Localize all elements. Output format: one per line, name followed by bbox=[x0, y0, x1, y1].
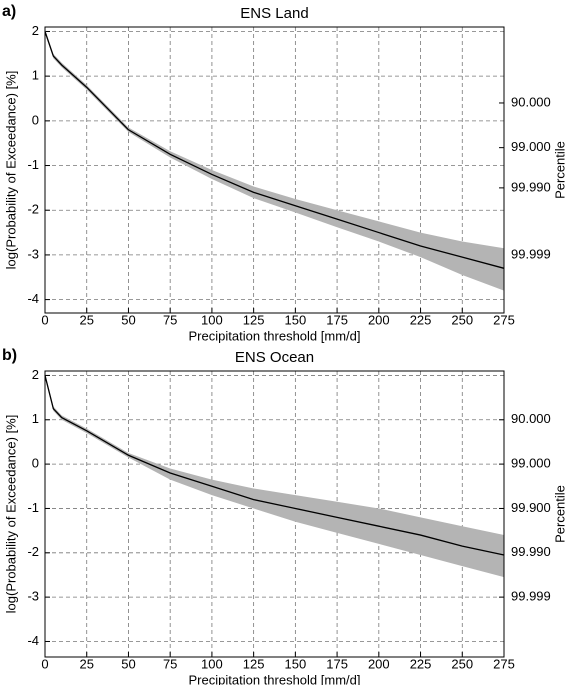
y-tick-label: -3 bbox=[27, 246, 39, 261]
x-tick-label: 75 bbox=[163, 312, 177, 327]
chart-title: ENS Ocean bbox=[235, 349, 314, 366]
uncertainty-band bbox=[45, 373, 504, 578]
y-tick-label: -3 bbox=[27, 589, 39, 604]
y-tick-label: -4 bbox=[27, 291, 39, 306]
x-axis-label: Precipitation threshold [mm/d] bbox=[189, 328, 361, 343]
x-tick-label: 0 bbox=[41, 312, 48, 327]
y2-tick-label: 99.000 bbox=[511, 456, 551, 471]
y2-tick-label: 99.990 bbox=[511, 179, 551, 194]
y-tick-label: 0 bbox=[32, 112, 39, 127]
plot-frame bbox=[44, 26, 505, 314]
x-tick-label: 250 bbox=[451, 312, 473, 327]
x-tick-label: 125 bbox=[243, 656, 265, 671]
x-tick-label: 25 bbox=[79, 312, 93, 327]
line bbox=[44, 31, 505, 269]
x-tick-label: 125 bbox=[243, 312, 265, 327]
panel-label: b) bbox=[2, 347, 17, 364]
panel-label: a) bbox=[2, 3, 16, 20]
x-tick-label: 275 bbox=[493, 312, 515, 327]
y2-tick-label: 99.990 bbox=[511, 544, 551, 559]
y2-tick-label: 99.999 bbox=[511, 589, 551, 604]
x-tick-label: 275 bbox=[493, 656, 515, 671]
y-tick-label: -2 bbox=[27, 202, 39, 217]
chart-title: ENS Land bbox=[240, 5, 308, 22]
y-tick-label: 2 bbox=[32, 23, 39, 38]
x-tick-label: 225 bbox=[410, 656, 432, 671]
y2-axis-label: Percentile bbox=[552, 141, 567, 199]
x-tick-label: 25 bbox=[79, 656, 93, 671]
x-tick-label: 250 bbox=[451, 656, 473, 671]
y-tick-label: 2 bbox=[32, 367, 39, 382]
y2-tick-label: 90.000 bbox=[511, 411, 551, 426]
x-tick-label: 225 bbox=[410, 312, 432, 327]
y-tick-label: 1 bbox=[32, 68, 39, 83]
y2-tick-label: 90.000 bbox=[511, 94, 551, 109]
x-tick-label: 50 bbox=[121, 312, 135, 327]
x-tick-label: 0 bbox=[41, 656, 48, 671]
y-tick-label: -1 bbox=[27, 157, 39, 172]
x-tick-label: 75 bbox=[163, 656, 177, 671]
y2-tick-label: 99.900 bbox=[511, 500, 551, 515]
y2-tick-label: 99.000 bbox=[511, 139, 551, 154]
x-tick-label: 175 bbox=[326, 656, 348, 671]
y2-axis-label: Percentile bbox=[552, 485, 567, 543]
y-tick-label: -4 bbox=[27, 633, 39, 648]
y-axis-label: log(Probability of Exceedance) [%] bbox=[3, 415, 18, 614]
y-tick-label: -2 bbox=[27, 544, 39, 559]
x-tick-label: 175 bbox=[326, 312, 348, 327]
uncertainty-band bbox=[45, 29, 504, 291]
x-tick-label: 150 bbox=[285, 656, 307, 671]
y-tick-label: 1 bbox=[32, 411, 39, 426]
line bbox=[44, 375, 505, 556]
y2-tick-label: 99.999 bbox=[511, 246, 551, 261]
y-tick-label: 0 bbox=[32, 456, 39, 471]
x-tick-label: 200 bbox=[368, 312, 390, 327]
x-tick-label: 150 bbox=[285, 312, 307, 327]
plot-frame bbox=[44, 370, 505, 658]
x-axis-label: Precipitation threshold [mm/d] bbox=[189, 672, 361, 685]
y-tick-label: -1 bbox=[27, 500, 39, 515]
x-tick-label: 100 bbox=[201, 656, 223, 671]
x-tick-label: 200 bbox=[368, 656, 390, 671]
y-axis-label: log(Probability of Exceedance) [%] bbox=[3, 71, 18, 270]
x-tick-label: 50 bbox=[121, 656, 135, 671]
x-tick-label: 100 bbox=[201, 312, 223, 327]
